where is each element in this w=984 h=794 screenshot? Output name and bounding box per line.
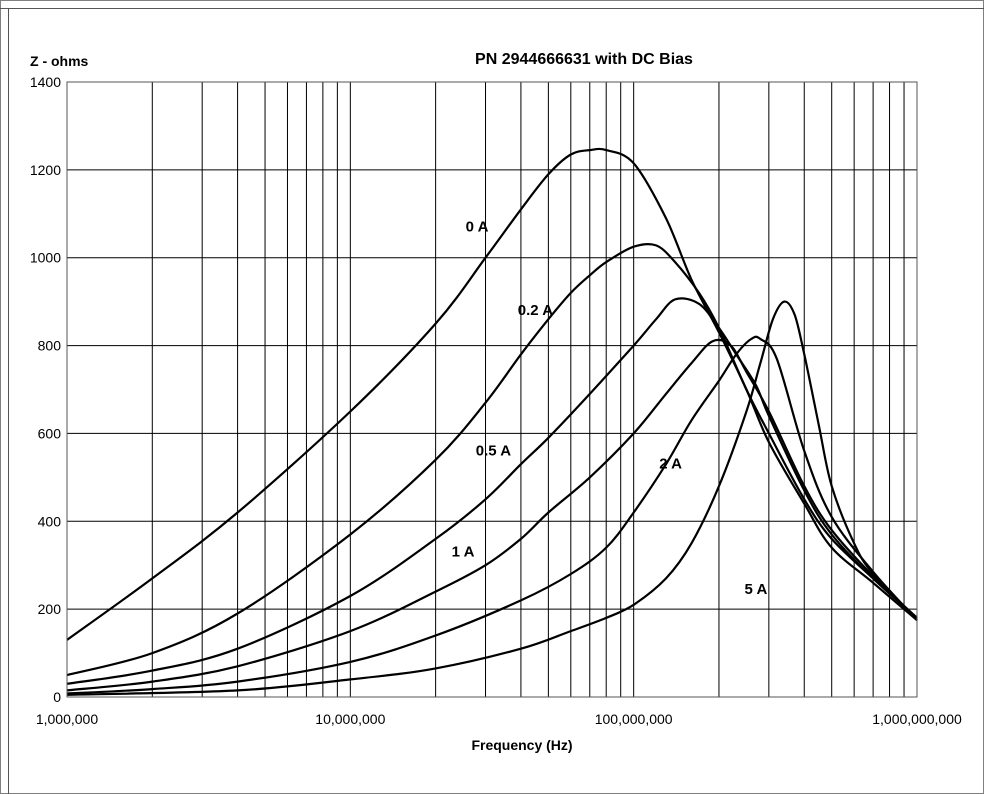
plot-area-border	[66, 81, 918, 698]
chart-title: PN 2944666631 with DC Bias	[475, 51, 693, 68]
x-tick-label: 1,000,000,000	[872, 711, 962, 727]
y-tick-label: 1000	[30, 250, 61, 266]
y-tick-label: 1200	[30, 162, 61, 178]
series-annotations: 0 A 0.2 A 0.5 A 1 A 2 A 5 A	[452, 218, 768, 597]
series-annotation: 0.2 A	[518, 302, 553, 319]
y-tick-label: 600	[38, 425, 62, 441]
y-tick-label: 400	[38, 513, 62, 529]
series-annotation: 0 A	[466, 218, 489, 235]
series-line-0-a	[66, 147, 918, 641]
grid-lines	[66, 81, 917, 698]
series-annotation: 5 A	[744, 581, 767, 598]
series-annotation: 2 A	[659, 456, 682, 473]
y-axis-label: Z - ohms	[30, 53, 89, 69]
x-tick-label: 1,000,000	[36, 711, 98, 727]
y-tick-label: 1400	[30, 74, 61, 90]
series-group	[66, 147, 918, 696]
x-tick-labels: 1,000,000 10,000,000 100,000,000 1,000,000,…	[36, 711, 962, 727]
series-annotation: 0.5 A	[476, 442, 511, 459]
y-tick-label: 800	[38, 338, 62, 354]
series-line-0-2-a	[66, 242, 918, 677]
series-line-5-a	[66, 300, 918, 696]
y-tick-label: 0	[53, 689, 61, 705]
y-tick-labels: 0 200 400 600 800 1000 1200 1400	[30, 74, 61, 705]
series-line-0-5-a	[66, 297, 918, 685]
series-annotation: 1 A	[452, 543, 475, 560]
frame-left-border	[8, 8, 9, 794]
series-line-1-a	[66, 338, 918, 692]
x-axis-label: Frequency (Hz)	[471, 737, 572, 753]
x-tick-label: 10,000,000	[315, 711, 385, 727]
frame-top-border	[0, 8, 984, 9]
x-tick-label: 100,000,000	[595, 711, 673, 727]
series-line-2-a	[66, 335, 918, 695]
y-tick-label: 200	[38, 601, 62, 617]
